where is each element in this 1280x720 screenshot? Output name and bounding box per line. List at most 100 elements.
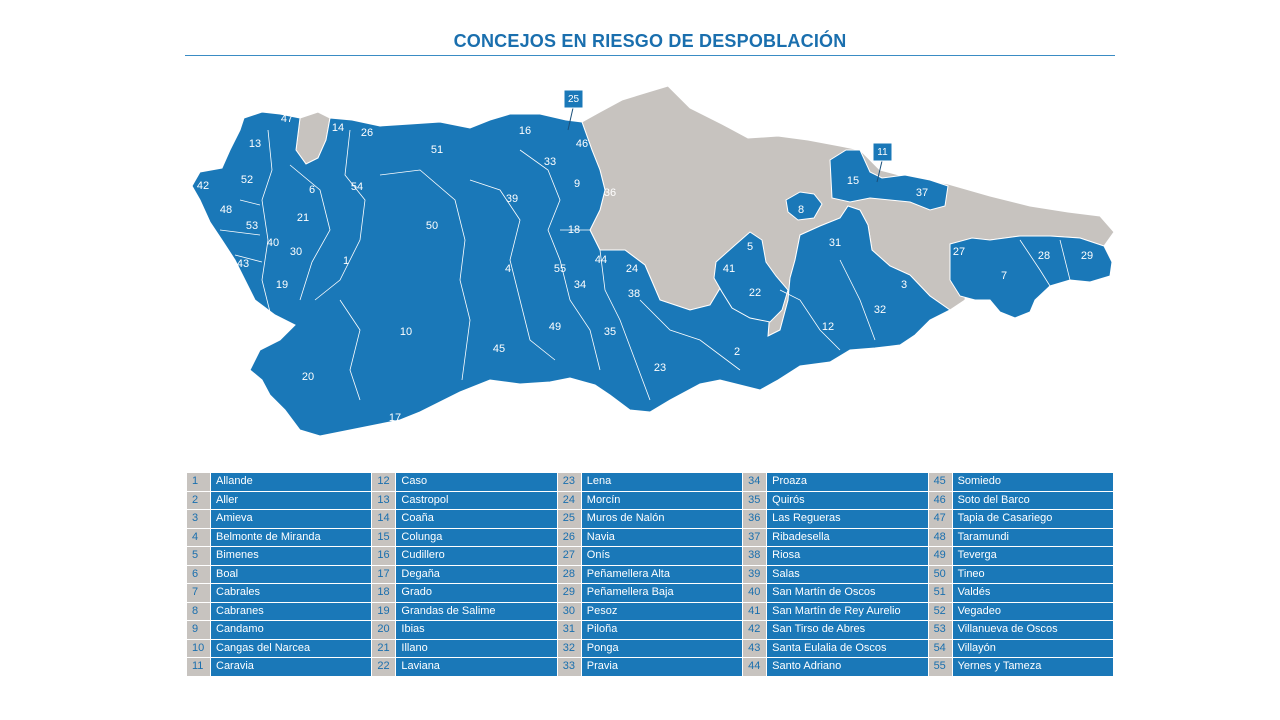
legend-municipality-name: Cudillero	[396, 547, 558, 566]
map-number-label: 28	[1038, 250, 1050, 262]
legend-municipality-name: Boal	[211, 565, 373, 584]
legend-row: 24 Morcín	[557, 491, 744, 510]
map-number-label: 34	[574, 279, 586, 291]
legend-row: 49 Teverga	[928, 547, 1114, 566]
legend-number: 29	[557, 584, 582, 603]
map-region-risk-east-coast	[829, 149, 949, 211]
legend-row: 51 Valdés	[928, 584, 1114, 603]
map-number-label: 12	[822, 321, 834, 333]
legend-municipality-name: Riosa	[767, 547, 929, 566]
legend-row: 54 Villayón	[928, 639, 1114, 658]
legend-municipality-name: San Martín de Rey Aurelio	[767, 602, 929, 621]
legend-number: 53	[928, 621, 953, 640]
map-number-label: 48	[220, 204, 232, 216]
legend-row: 21 Illano	[372, 639, 558, 658]
map-number-label: 38	[628, 288, 640, 300]
legend-municipality-name: Cabranes	[211, 602, 373, 621]
legend-row: 20 Ibias	[372, 621, 558, 640]
legend-municipality-name: Santo Adriano	[767, 658, 929, 677]
legend-row: 22 Laviana	[372, 658, 558, 677]
legend-municipality-name: Aller	[211, 491, 373, 510]
legend-number: 34	[743, 473, 768, 492]
legend-row: 32 Ponga	[557, 639, 744, 658]
legend-number: 45	[928, 473, 953, 492]
legend-row: 13 Castropol	[372, 491, 558, 510]
legend-row: 6 Boal	[187, 565, 373, 584]
legend-number: 13	[372, 491, 397, 510]
legend-row: 12 Caso	[372, 473, 558, 492]
legend-number: 30	[557, 602, 582, 621]
legend-row: 26 Navia	[557, 528, 744, 547]
map-number-label: 5	[747, 241, 753, 253]
legend-number: 14	[372, 510, 397, 529]
legend-row: 1 Allande	[187, 473, 373, 492]
legend-row: 29 Peñamellera Baja	[557, 584, 744, 603]
map-number-label: 43	[237, 258, 249, 270]
map-number-label: 47	[281, 113, 293, 125]
legend-row: 50 Tineo	[928, 565, 1114, 584]
legend-municipality-name: Colunga	[396, 528, 558, 547]
legend-number: 27	[557, 547, 582, 566]
map-number-label: 51	[431, 144, 443, 156]
legend-number: 48	[928, 528, 953, 547]
legend-municipality-name: Degaña	[396, 565, 558, 584]
legend-number: 1	[187, 473, 211, 492]
legend-number: 33	[557, 658, 582, 677]
legend-row: 3 Amieva	[187, 510, 373, 529]
legend-number: 24	[557, 491, 582, 510]
legend-number: 23	[557, 473, 582, 492]
map-number-label: 16	[519, 125, 531, 137]
legend-number: 16	[372, 547, 397, 566]
legend-number: 37	[743, 528, 768, 547]
legend-municipality-name: Ibias	[396, 621, 558, 640]
map-number-label: 1	[343, 255, 349, 267]
legend-municipality-name: Laviana	[396, 658, 558, 677]
legend-municipality-name: Caso	[396, 473, 558, 492]
legend-municipality-name: Cabrales	[211, 584, 373, 603]
map-number-label: 32	[874, 304, 886, 316]
legend-row: 23 Lena	[557, 473, 744, 492]
legend-municipality-name: Onís	[581, 547, 744, 566]
legend-row: 27 Onís	[557, 547, 744, 566]
legend-number: 21	[372, 639, 397, 658]
legend-municipality-name: Grandas de Salime	[396, 602, 558, 621]
legend-row: 42 San Tirso de Abres	[743, 621, 929, 640]
legend-row: 52 Vegadeo	[928, 602, 1114, 621]
legend-row: 48 Taramundi	[928, 528, 1114, 547]
page-title: CONCEJOS EN RIESGO DE DESPOBLACIÓN	[453, 31, 847, 51]
legend-row: 28 Peñamellera Alta	[557, 565, 744, 584]
legend-number: 9	[187, 621, 211, 640]
legend-row: 35 Quirós	[743, 491, 929, 510]
map-number-label: 8	[798, 204, 804, 216]
legend-row: 34 Proaza	[743, 473, 929, 492]
legend-municipality-name: Peñamellera Alta	[581, 565, 744, 584]
legend-row: 33 Pravia	[557, 658, 744, 677]
legend-row: 53 Villanueva de Oscos	[928, 621, 1114, 640]
map-number-label: 4	[505, 263, 511, 275]
legend-row: 47 Tapia de Casariego	[928, 510, 1114, 529]
legend-row: 44 Santo Adriano	[743, 658, 929, 677]
map-number-label: 22	[749, 287, 761, 299]
map-number-label: 26	[361, 127, 373, 139]
legend-row: 37 Ribadesella	[743, 528, 929, 547]
legend-municipality-name: Pesoz	[581, 602, 744, 621]
map-number-label: 13	[249, 138, 261, 150]
callout-25: 25	[563, 89, 584, 131]
legend-municipality-name: Piloña	[581, 621, 744, 640]
legend-municipality-name: Villanueva de Oscos	[952, 621, 1114, 640]
legend-number: 36	[743, 510, 768, 529]
legend-number: 20	[372, 621, 397, 640]
map-number-label: 18	[568, 224, 580, 236]
legend-municipality-name: Santa Eulalia de Oscos	[767, 639, 929, 658]
map-number-label: 3	[901, 279, 907, 291]
legend-row: 18 Grado	[372, 584, 558, 603]
legend-municipality-name: Tapia de Casariego	[952, 510, 1114, 529]
legend-municipality-name: Villayón	[952, 639, 1114, 658]
legend-row: 38 Riosa	[743, 547, 929, 566]
legend-number: 26	[557, 528, 582, 547]
map-number-label: 36	[604, 187, 616, 199]
legend-row: 31 Piloña	[557, 621, 744, 640]
map-number-label: 35	[604, 326, 616, 338]
legend-number: 7	[187, 584, 211, 603]
